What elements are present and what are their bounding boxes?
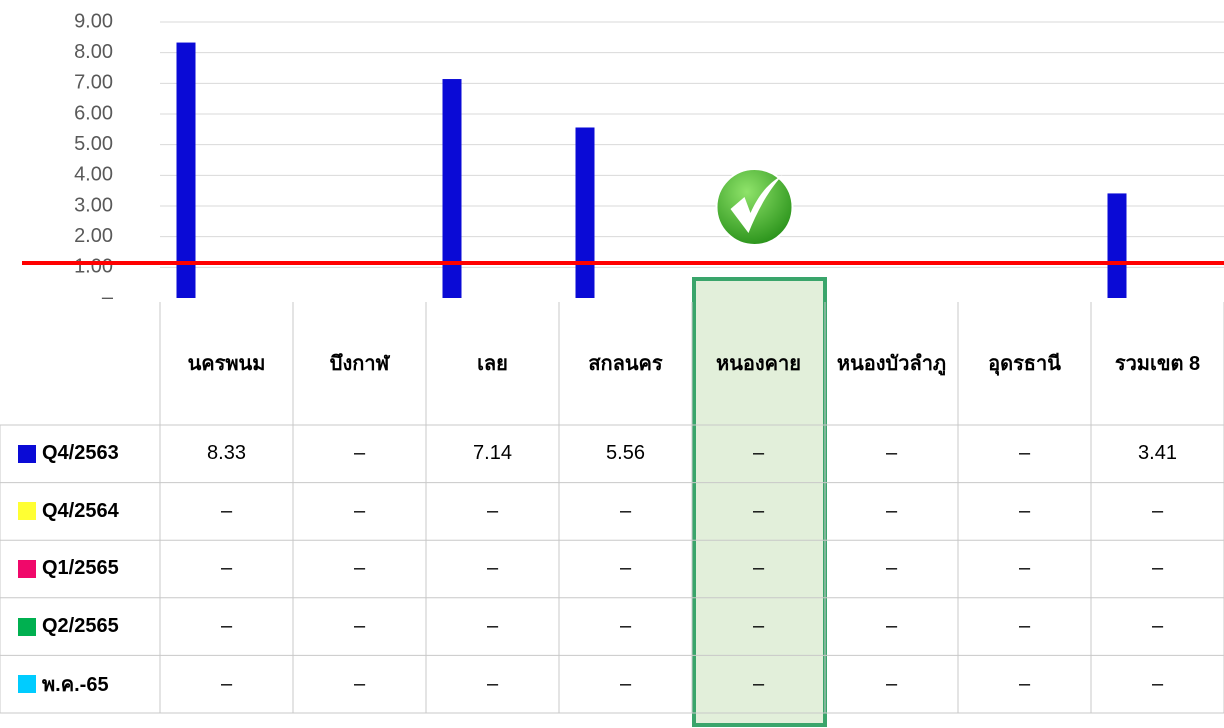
data-label: – (486, 615, 499, 638)
y-tick-label: 4.00 (74, 164, 113, 186)
legend-swatch (18, 444, 36, 463)
legend-swatch (18, 617, 36, 636)
data-label: – (1018, 557, 1031, 580)
data-label: 3.41 (1138, 442, 1177, 465)
data-label: 7.14 (473, 442, 512, 465)
y-tick-label: 6.00 (74, 102, 113, 124)
bar (176, 42, 196, 299)
data-label: – (353, 499, 366, 522)
bar (575, 127, 595, 298)
data-label: – (1151, 499, 1164, 522)
legend-label: Q4/2563 (42, 442, 119, 465)
data-label: – (885, 499, 898, 522)
legend-swatch (18, 559, 36, 578)
category-label: รวมเขต 8 (1114, 352, 1201, 375)
y-tick-label: 2.00 (74, 225, 113, 247)
category-label: อุดรธานี (988, 352, 1061, 375)
data-label: – (885, 672, 898, 695)
data-label: – (486, 557, 499, 580)
data-label: – (486, 672, 499, 695)
data-label: – (752, 557, 765, 580)
data-label: – (353, 557, 366, 580)
data-label: – (220, 499, 233, 522)
bar (442, 79, 462, 298)
data-label: – (353, 442, 366, 465)
data-label: – (752, 499, 765, 522)
legend-swatch (18, 675, 36, 694)
data-label: – (1018, 442, 1031, 465)
y-tick-label: 5.00 (74, 133, 113, 155)
data-label: – (220, 672, 233, 695)
data-label: – (1151, 557, 1164, 580)
legend-entry: Q1/2565 (0, 540, 160, 598)
data-label: – (752, 615, 765, 638)
y-tick-label: 8.00 (74, 41, 113, 63)
legend-entry: Q4/2564 (0, 483, 160, 541)
category-label: นครพนม (187, 352, 266, 375)
data-label: – (1018, 499, 1031, 522)
legend-label: Q1/2565 (42, 557, 119, 580)
data-label: 5.56 (606, 442, 645, 465)
data-label: – (885, 615, 898, 638)
data-label: – (220, 615, 233, 638)
data-label: – (486, 499, 499, 522)
data-label: – (353, 672, 366, 695)
legend-entry: Q2/2565 (0, 598, 160, 656)
y-tick-label: 7.00 (74, 72, 113, 94)
category-label: สกลนคร (588, 352, 663, 375)
category-label: เลย (477, 352, 508, 375)
category-label: บึงกาฬ (329, 352, 390, 375)
highlight-column (692, 277, 827, 727)
check-mark (730, 175, 783, 233)
category-label: หนองบัวลำภู (836, 352, 947, 375)
legend-label: พ.ค.-65 (42, 674, 109, 697)
data-label: – (885, 442, 898, 465)
category-label: หนองคาย (716, 352, 801, 375)
bar (1107, 193, 1127, 298)
y-tick-label: – (102, 286, 114, 308)
data-label: – (1151, 615, 1164, 638)
legend-swatch (18, 502, 36, 521)
data-label: – (619, 499, 632, 522)
data-label: – (752, 672, 765, 695)
y-tick-label: 1.00 (74, 256, 113, 278)
data-label: – (619, 672, 632, 695)
data-label: – (220, 557, 233, 580)
data-label: – (1018, 615, 1031, 638)
data-label: – (619, 557, 632, 580)
data-label: – (619, 615, 632, 638)
legend-label: Q2/2565 (42, 615, 119, 638)
y-tick-label: 9.00 (74, 10, 113, 32)
data-label: 8.33 (207, 442, 246, 465)
data-label: – (752, 442, 765, 465)
data-label: – (1151, 672, 1164, 695)
legend-entry: Q4/2563 (0, 425, 160, 483)
data-label: – (353, 615, 366, 638)
data-label: – (885, 557, 898, 580)
data-label: – (1018, 672, 1031, 695)
legend-entry: พ.ค.-65 (0, 655, 160, 713)
legend-label: Q4/2564 (42, 499, 119, 522)
y-tick-label: 3.00 (74, 194, 113, 216)
